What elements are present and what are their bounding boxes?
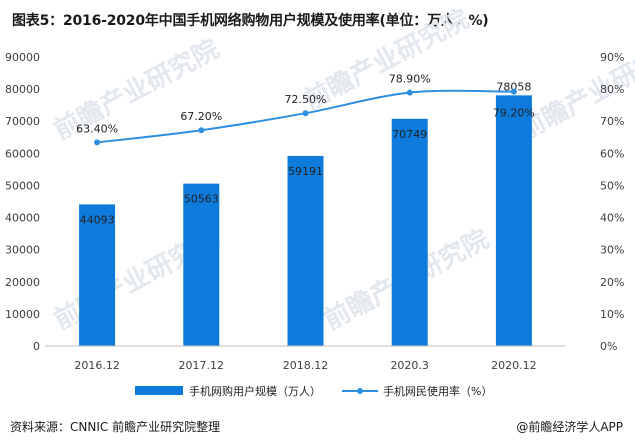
- y2-tick-label: 50%: [600, 179, 624, 192]
- watermarks: 前瞻产业研究院前瞻产业研究院前瞻产业研究院前瞻产业研究院前瞻产业研究院: [49, 3, 635, 336]
- chart-title: 图表5：2016-2020年中国手机网络购物用户规模及使用率(单位：万人，%): [12, 13, 489, 29]
- line-data-label: 63.40%: [76, 122, 118, 135]
- bar: [391, 118, 428, 346]
- y2-tick-label: 90%: [600, 51, 624, 64]
- bar: [183, 183, 220, 346]
- bar: [79, 204, 116, 346]
- line-point: [302, 110, 309, 117]
- y2-tick-label: 10%: [600, 308, 624, 321]
- bar-series: [79, 95, 532, 346]
- y-tick-label: 80000: [5, 83, 40, 96]
- line-data-label: 67.20%: [180, 110, 222, 123]
- source-note: 资料来源：CNNIC 前瞻产业研究院整理: [10, 420, 221, 434]
- bar-data-labels: 44093 50563 59191 70749 78058: [80, 80, 532, 226]
- watermark-0: 前瞻产业研究院: [49, 33, 224, 146]
- y2-tick-label: 70%: [600, 115, 624, 128]
- bar-data-label: 44093: [80, 213, 115, 226]
- bar-data-label: 70749: [392, 128, 427, 141]
- y-tick-label: 90000: [5, 51, 40, 64]
- line-point: [510, 88, 517, 95]
- x-tick-label: 2017.12: [179, 359, 225, 372]
- y2-tick-label: 40%: [600, 212, 624, 225]
- bar: [495, 95, 532, 346]
- y-tick-label: 30000: [5, 244, 40, 257]
- legend: 手机网购用户规模（万人） 手机网民使用率（%）: [135, 384, 492, 398]
- line-point: [198, 127, 205, 134]
- legend-bar-swatch: [135, 386, 183, 395]
- bar-data-label: 59191: [288, 165, 323, 178]
- legend-line-label: 手机网民使用率（%）: [383, 384, 492, 398]
- bar-data-label: 78058: [496, 80, 531, 93]
- x-tick-label: 2018.12: [283, 359, 329, 372]
- line-point: [94, 139, 101, 146]
- bar-data-label: 50563: [184, 193, 219, 206]
- y-tick-label: 20000: [5, 276, 40, 289]
- line-point: [406, 89, 413, 96]
- line-data-label: 72.50%: [285, 93, 327, 106]
- x-axis: 2016.12 2017.12 2018.12 2020.3 2020.12: [74, 359, 536, 372]
- legend-bar-label: 手机网购用户规模（万人）: [189, 384, 321, 398]
- line-data-label: 79.20%: [493, 107, 535, 120]
- x-tick-label: 2020.3: [390, 359, 429, 372]
- line-data-labels: 63.40% 67.20% 72.50% 78.90% 79.20%: [76, 73, 535, 136]
- y-tick-label: 40000: [5, 212, 40, 225]
- y-tick-label: 0: [33, 340, 40, 353]
- brand-credit: @前瞻经济学人APP: [516, 420, 623, 434]
- line-series: [94, 88, 517, 146]
- y-axis-left: 0 10000 20000 30000 40000 50000 60000 70000 8000…: [5, 51, 40, 353]
- y-tick-label: 60000: [5, 147, 40, 160]
- y2-tick-label: 80%: [600, 83, 624, 96]
- legend-line-marker: [357, 388, 363, 394]
- y2-tick-label: 60%: [600, 147, 624, 160]
- x-tick-label: 2016.12: [74, 359, 120, 372]
- bar: [287, 155, 324, 346]
- y2-tick-label: 0%: [600, 340, 617, 353]
- y2-tick-label: 30%: [600, 244, 624, 257]
- y2-tick-label: 20%: [600, 276, 624, 289]
- y-tick-label: 50000: [5, 179, 40, 192]
- y-tick-label: 70000: [5, 115, 40, 128]
- line-data-label: 78.90%: [389, 73, 431, 86]
- x-tick-label: 2020.12: [491, 359, 537, 372]
- y-axis-right: 0% 10% 20% 30% 40% 50% 60% 70% 80% 90%: [600, 51, 624, 353]
- y-tick-label: 10000: [5, 308, 40, 321]
